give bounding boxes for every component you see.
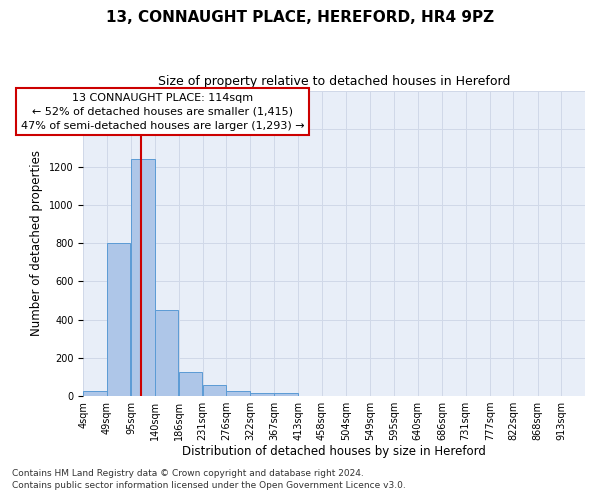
Bar [179, 372, 202, 396]
Bar [274, 394, 298, 396]
Bar [226, 390, 250, 396]
Y-axis label: Number of detached properties: Number of detached properties [31, 150, 43, 336]
Bar [203, 385, 226, 396]
Text: 13, CONNAUGHT PLACE, HEREFORD, HR4 9PZ: 13, CONNAUGHT PLACE, HEREFORD, HR4 9PZ [106, 10, 494, 25]
Bar [131, 160, 155, 396]
Bar [155, 310, 178, 396]
Title: Size of property relative to detached houses in Hereford: Size of property relative to detached ho… [158, 75, 510, 88]
Text: 13 CONNAUGHT PLACE: 114sqm
← 52% of detached houses are smaller (1,415)
47% of s: 13 CONNAUGHT PLACE: 114sqm ← 52% of deta… [21, 92, 304, 130]
X-axis label: Distribution of detached houses by size in Hereford: Distribution of detached houses by size … [182, 444, 486, 458]
Bar [250, 392, 274, 396]
Bar [83, 391, 107, 396]
Bar [107, 244, 130, 396]
Text: Contains HM Land Registry data © Crown copyright and database right 2024.
Contai: Contains HM Land Registry data © Crown c… [12, 469, 406, 490]
